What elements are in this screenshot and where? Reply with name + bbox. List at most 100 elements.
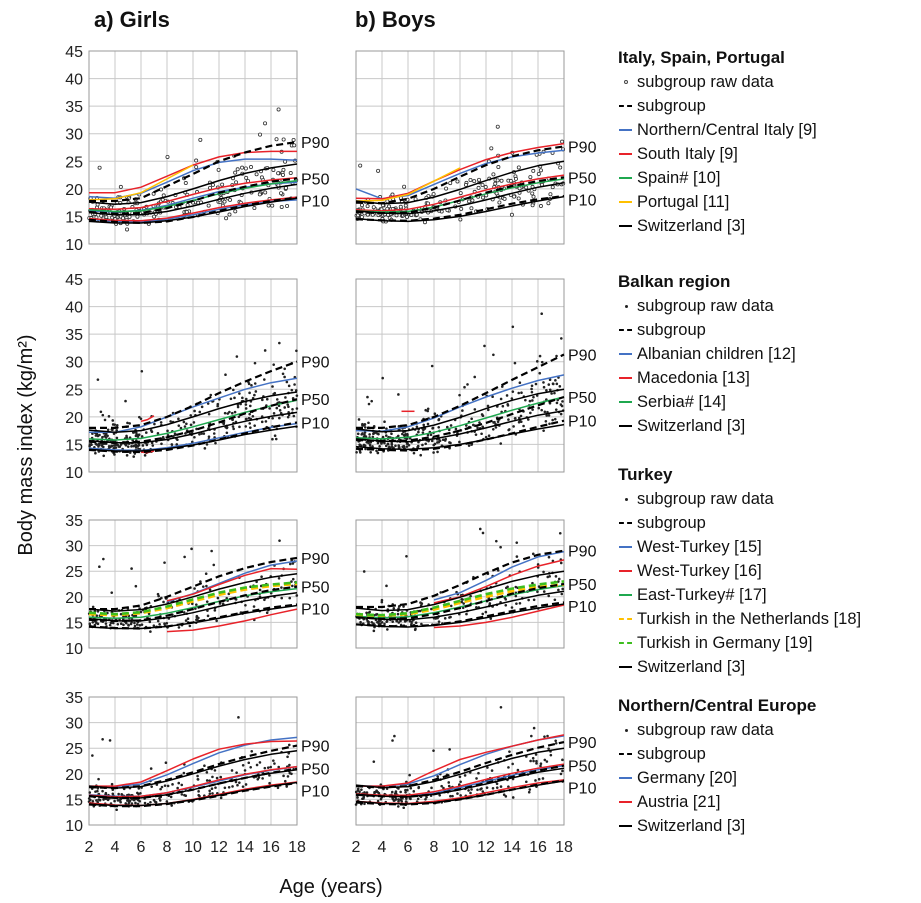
raw-data-point (505, 394, 509, 397)
raw-data-point (231, 425, 235, 428)
raw-data-point (406, 442, 409, 446)
raw-data-point (216, 404, 219, 408)
raw-data-point (413, 628, 417, 632)
raw-data-point (163, 784, 167, 787)
raw-data-point (530, 384, 534, 388)
raw-data-point (547, 414, 551, 417)
raw-data-point (380, 600, 384, 604)
raw-data-point (196, 774, 199, 778)
raw-data-point (283, 779, 287, 783)
raw-data-point (547, 747, 550, 750)
raw-data-point (237, 415, 241, 419)
raw-data-point (381, 376, 384, 380)
raw-data-point (376, 620, 379, 624)
raw-data-point (459, 206, 464, 211)
raw-data-point (542, 385, 546, 389)
raw-data-point (98, 443, 101, 447)
legend-label: Macedonia [13] (637, 369, 750, 387)
raw-data-point (529, 759, 532, 763)
panel-title-girls: a) Girls (94, 7, 170, 32)
raw-data-point (549, 753, 553, 757)
raw-data-point (164, 761, 168, 765)
raw-data-point (224, 216, 229, 221)
raw-data-point (201, 585, 205, 588)
raw-data-point (208, 588, 212, 592)
percentile-label-p90: P90 (301, 739, 330, 756)
raw-data-point (241, 396, 244, 400)
raw-data-point (367, 402, 371, 406)
raw-data-point (451, 794, 454, 798)
raw-data-point (421, 431, 425, 434)
raw-data-point (436, 450, 439, 454)
raw-data-point (538, 168, 543, 173)
raw-data-point (279, 191, 284, 196)
legend-label: Albanian children [12] (637, 345, 796, 363)
raw-data-point (558, 531, 562, 535)
raw-data-point (364, 447, 367, 451)
raw-data-point (114, 443, 118, 447)
raw-data-point (378, 445, 381, 448)
raw-data-point (493, 181, 498, 186)
raw-data-point (509, 212, 514, 217)
raw-data-point (538, 371, 542, 375)
raw-data-point (545, 389, 548, 392)
y-tick-label: 35 (65, 327, 83, 344)
raw-data-point (133, 621, 136, 625)
raw-data-point (95, 799, 98, 802)
y-axis-label: Body mass index (kg/m²) (15, 334, 37, 555)
raw-data-point (528, 175, 533, 180)
legend-marker-line (619, 129, 632, 131)
raw-data-point (481, 195, 486, 200)
raw-data-point (519, 414, 523, 418)
raw-data-point (436, 775, 440, 778)
legend-label: Portugal [11] (637, 193, 730, 211)
raw-data-point (228, 410, 231, 414)
series-line-west-turkey-15-p90 (433, 550, 565, 601)
series-line-switzerland-3-p90 (88, 163, 298, 206)
raw-data-point (193, 435, 196, 439)
legend-marker-line (619, 177, 632, 179)
x-tick-label: 2 (352, 839, 361, 856)
raw-data-point (275, 398, 279, 401)
raw-data-point (215, 619, 218, 623)
raw-data-point (291, 407, 294, 411)
raw-data-point (188, 624, 192, 628)
raw-data-point (98, 798, 102, 802)
raw-data-point (171, 783, 174, 786)
raw-data-point (532, 598, 536, 602)
raw-data-point (380, 620, 384, 624)
raw-data-point (430, 607, 433, 611)
raw-data-point (415, 425, 419, 429)
raw-data-point (362, 443, 366, 447)
percentile-label-p90: P90 (301, 355, 330, 372)
raw-data-point (443, 617, 447, 620)
raw-data-point (207, 412, 211, 416)
raw-data-point (542, 590, 546, 593)
raw-data-point (391, 797, 395, 801)
raw-data-point (476, 788, 479, 792)
raw-data-point (136, 444, 140, 448)
percentile-label-p90: P90 (301, 135, 330, 152)
raw-data-point (198, 137, 203, 142)
raw-data-point (137, 787, 141, 790)
raw-data-point (156, 431, 160, 435)
legend-marker-dot (624, 80, 628, 84)
y-tick-label: 30 (65, 127, 83, 144)
raw-data-point (197, 790, 200, 793)
series-line-south-italy-9-p90 (355, 142, 565, 200)
raw-data-point (130, 567, 133, 570)
raw-data-point (440, 784, 443, 788)
raw-data-point (244, 425, 248, 428)
raw-data-point (467, 444, 471, 447)
raw-data-point (477, 177, 482, 182)
series-line-austria-21-p90 (89, 740, 298, 787)
raw-data-point (393, 734, 396, 738)
raw-data-point (203, 764, 206, 768)
raw-data-point (177, 626, 181, 629)
x-tick-label: 18 (288, 839, 306, 856)
raw-data-point (249, 765, 252, 769)
raw-data-point (110, 444, 114, 448)
raw-data-point (192, 421, 196, 424)
raw-data-point (149, 767, 153, 770)
raw-data-point (510, 397, 514, 400)
